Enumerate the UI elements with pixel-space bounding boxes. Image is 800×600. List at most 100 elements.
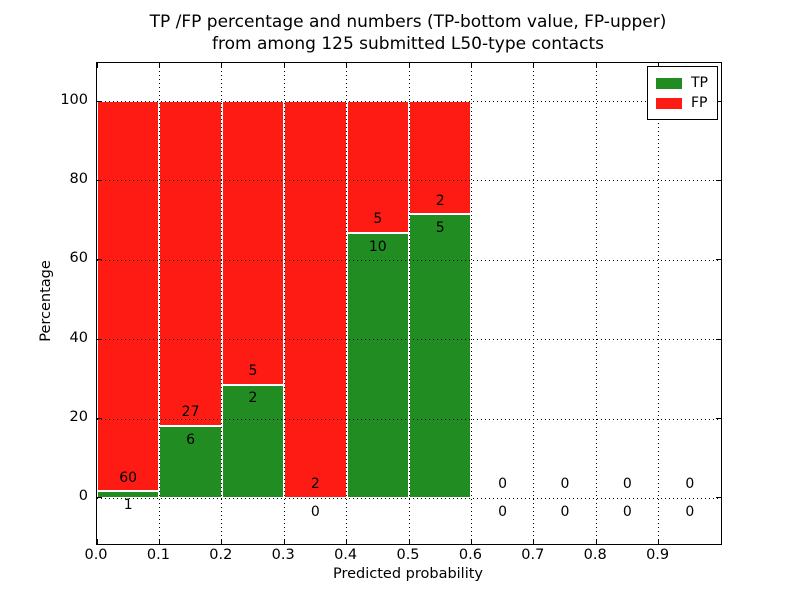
gridline-vertical [595, 63, 597, 544]
legend-item-fp: FP [656, 93, 708, 113]
x-tick-label: 0.5 [396, 547, 420, 563]
gridline-horizontal [97, 259, 721, 261]
x-tick-mark-top [533, 63, 535, 68]
bar-value-label-tp: 6 [186, 431, 196, 448]
y-tick-mark-right [716, 418, 721, 420]
y-tick-mark [97, 179, 102, 181]
x-tick-label: 0.9 [646, 547, 670, 563]
bar-value-label-fp: 2 [310, 476, 320, 493]
bar-value-label-fp: 2 [435, 192, 445, 209]
bar-value-label-tp: 0 [560, 503, 570, 520]
legend-item-tp: TP [656, 73, 708, 93]
y-tick-mark [97, 259, 102, 261]
x-tick-label: 0.6 [458, 547, 482, 563]
bar-segment-fp [159, 101, 222, 426]
y-tick-label: 40 [69, 329, 88, 346]
bar-value-label-tp: 0 [685, 503, 695, 520]
chart-title: TP /FP percentage and numbers (TP-bottom… [96, 11, 720, 55]
x-tick-label: 0.7 [521, 547, 545, 563]
bar-segment-fp [97, 101, 160, 492]
bar-value-label-tp: 1 [123, 497, 133, 514]
gridline-horizontal [97, 101, 721, 103]
y-tick-label: 0 [78, 488, 88, 505]
x-tick-mark [658, 539, 660, 544]
y-tick-mark [97, 338, 102, 340]
y-tick-label: 20 [69, 409, 88, 426]
x-tick-mark-top [221, 63, 223, 68]
y-tick-mark [97, 418, 102, 420]
bar-value-label-tp: 10 [368, 239, 387, 256]
bar-value-label-tp: 2 [248, 390, 258, 407]
x-tick-mark-top [470, 63, 472, 68]
y-tick-mark-right [716, 338, 721, 340]
x-tick-mark-top [158, 63, 160, 68]
bar-segment-fp [409, 101, 472, 215]
bar-segment-fp [221, 101, 285, 385]
bar-value-label-fp: 5 [373, 211, 383, 228]
bar-value-label-tp: 5 [435, 220, 445, 237]
legend: TP FP [647, 66, 718, 120]
gridline-vertical [346, 63, 348, 544]
x-tick-mark [533, 539, 535, 544]
bar-value-label-tp: 0 [498, 503, 508, 520]
x-tick-mark-top [658, 63, 660, 68]
gridline-horizontal [97, 418, 721, 420]
x-tick-mark-top [96, 63, 98, 68]
x-tick-mark [470, 539, 472, 544]
gridline-vertical [408, 63, 410, 544]
gridline-vertical [533, 63, 535, 544]
x-tick-mark [408, 539, 410, 544]
bar-value-label-fp: 27 [181, 403, 200, 420]
gridline-horizontal [97, 339, 721, 341]
x-tick-label: 0.1 [146, 547, 170, 563]
x-axis-label: Predicted probability [332, 566, 484, 582]
x-tick-label: 0.8 [583, 547, 607, 563]
gridline-horizontal [97, 180, 721, 182]
chart-title-line1: TP /FP percentage and numbers (TP-bottom… [149, 12, 667, 32]
bar-value-label-fp: 0 [498, 476, 508, 493]
bar-value-label-fp: 0 [685, 476, 695, 493]
y-tick-mark-right [716, 100, 721, 102]
y-tick-label: 80 [69, 170, 88, 187]
bar-segment-fp [284, 101, 347, 498]
x-tick-mark-top [595, 63, 597, 68]
bar-value-label-fp: 0 [560, 476, 570, 493]
x-tick-mark-top [283, 63, 285, 68]
gridline-vertical [470, 63, 472, 544]
chart-title-line2: from among 125 submitted L50-type contac… [212, 34, 604, 54]
x-tick-label: 0.3 [271, 547, 295, 563]
bar-value-label-tp: 0 [622, 503, 632, 520]
gridline-vertical [221, 63, 223, 544]
legend-label-tp: TP [691, 75, 708, 91]
bar-value-label-fp: 60 [119, 469, 138, 486]
bar-value-label-fp: 5 [248, 362, 258, 379]
x-tick-mark [346, 539, 348, 544]
gridline-vertical [658, 63, 660, 544]
y-tick-mark [97, 497, 102, 499]
y-tick-mark-right [716, 179, 721, 181]
x-tick-mark-top [346, 63, 348, 68]
x-tick-label: 0.0 [84, 547, 108, 563]
x-tick-mark [595, 539, 597, 544]
legend-swatch-tp-icon [656, 77, 682, 89]
x-tick-mark [96, 539, 98, 544]
x-tick-label: 0.2 [209, 547, 233, 563]
bar-value-label-fp: 0 [622, 476, 632, 493]
legend-label-fp: FP [691, 95, 708, 111]
x-tick-mark-top [408, 63, 410, 68]
y-tick-mark-right [716, 259, 721, 261]
x-tick-mark [158, 539, 160, 544]
x-tick-mark [221, 539, 223, 544]
bar-segment-tp [346, 233, 409, 498]
bar-segment-tp [409, 214, 472, 498]
gridline-horizontal [97, 497, 721, 499]
bar-segment-tp [221, 384, 285, 498]
y-tick-mark-right [716, 497, 721, 499]
y-tick-label: 100 [60, 91, 88, 108]
bar-segment-tp [159, 425, 222, 498]
x-tick-mark [283, 539, 285, 544]
y-tick-label: 60 [69, 250, 88, 267]
x-tick-label: 0.4 [334, 547, 358, 563]
gridline-vertical [158, 63, 160, 544]
